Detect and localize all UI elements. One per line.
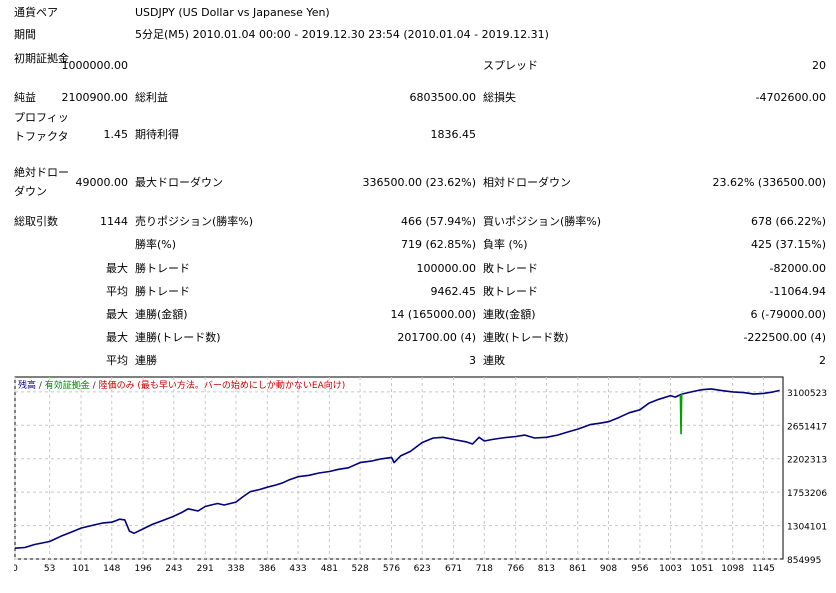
x-tick-label: 1051 (690, 564, 713, 574)
x-tick-label: 766 (507, 564, 524, 574)
max-consec-loss-value: 6 (-79000.00) (750, 308, 826, 321)
x-tick-label: 861 (569, 564, 586, 574)
short-positions-value: 466 (57.94%) (400, 215, 476, 228)
abs-drawdown-label: 絶対ドローダウン (14, 166, 69, 198)
max-consec-label: 最大 (106, 308, 128, 321)
x-tick-label: 813 (538, 564, 555, 574)
period-label: 期間 (14, 28, 36, 41)
initial-deposit-label: 初期証拠金 (14, 52, 69, 65)
gross-loss-value: -4702600.00 (755, 91, 826, 104)
x-tick-label: 291 (197, 564, 214, 574)
y-tick-label: 1753206 (787, 489, 827, 499)
y-tick-label: 854995 (787, 556, 821, 566)
rel-drawdown-value: 23.62% (336500.00) (712, 176, 826, 189)
max-consec-win-label: 連勝(金額) (135, 308, 188, 321)
max-drawdown-value: 336500.00 (23.62%) (362, 176, 476, 189)
max-consec-profit-loss-value: -222500.00 (4) (743, 331, 826, 344)
net-profit-value: 2100900.00 (61, 91, 128, 104)
initial-deposit-value: 1000000.00 (61, 59, 128, 72)
chart-legend: 残高 / 有効証拠金 / 陸価のみ (最も早い方法。バーの始めにしか動かないEA… (18, 381, 346, 391)
x-tick-label: 908 (600, 564, 617, 574)
total-trades-label: 総取引数 (14, 215, 58, 228)
x-tick-label: 338 (227, 564, 244, 574)
largest-loss-value: -82000.00 (769, 262, 826, 275)
legend-equity: 有効証拠金 (44, 381, 90, 391)
largest-win-label: 勝トレード (135, 262, 190, 275)
max-consec-profit-loss-label: 連敗(トレード数) (483, 331, 569, 344)
y-tick-label: 3100523 (787, 389, 827, 399)
max-consec-win-value: 14 (165000.00) (390, 308, 476, 321)
x-tick-label: 53 (44, 564, 55, 574)
largest-loss-label: 敗トレード (483, 262, 538, 275)
x-tick-label: 718 (476, 564, 493, 574)
loss-rate-value: 425 (37.15%) (750, 238, 826, 251)
largest-label: 最大 (106, 262, 128, 275)
gross-loss-label: 総損失 (483, 91, 516, 104)
spread-label: スプレッド (483, 59, 538, 72)
x-tick-label: 671 (445, 564, 462, 574)
legend-model-note: 陸価のみ (最も早い方法。バーの始めにしか動かないEA向け) (98, 381, 346, 391)
x-tick-label: 1145 (752, 564, 775, 574)
balance-line (14, 388, 780, 549)
y-tick-label: 2202313 (787, 456, 827, 466)
x-tick-label: 243 (165, 564, 182, 574)
symbol-value: USDJPY (US Dollar vs Japanese Yen) (135, 6, 330, 19)
net-profit-label: 純益 (14, 91, 36, 104)
gross-profit-label: 総利益 (135, 91, 168, 104)
balance-chart: 3100523 2651417 2202313 1753206 1304101 85499… (14, 376, 834, 591)
max-consec-loss-label: 連敗(金額) (483, 308, 536, 321)
rel-drawdown-label: 相対ドローダウン (483, 176, 571, 189)
legend-balance: 残高 (18, 381, 37, 391)
x-tick-label: 148 (103, 564, 120, 574)
average-loss-label: 敗トレード (483, 285, 538, 298)
x-tick-label: 0 (14, 564, 18, 574)
avg-consec-win-label: 連勝 (135, 354, 157, 367)
x-tick-label: 576 (383, 564, 400, 574)
x-tick-label: 481 (321, 564, 338, 574)
long-positions-label: 買いポジション(勝率%) (483, 215, 602, 228)
expected-payoff-label: 期待利得 (135, 128, 179, 141)
x-tick-label: 196 (135, 564, 152, 574)
y-tick-label: 1304101 (787, 523, 827, 533)
avg-consec-label: 平均 (106, 354, 128, 367)
average-win-label: 勝トレード (135, 285, 190, 298)
x-tick-label: 101 (72, 564, 89, 574)
x-tick-label: 1098 (721, 564, 744, 574)
largest-win-value: 100000.00 (416, 262, 477, 275)
profit-factor-value: 1.45 (103, 128, 129, 141)
abs-drawdown-value: 49000.00 (75, 176, 129, 189)
y-tick-label: 2651417 (787, 422, 827, 432)
loss-rate-label: 負率 (%) (483, 238, 528, 251)
max-consec-profit-label: 最大 (106, 331, 128, 344)
x-tick-label: 623 (414, 564, 431, 574)
average-loss-value: -11064.94 (769, 285, 826, 298)
report-summary: 通貨ペア USDJPY (US Dollar vs Japanese Yen) … (14, 6, 826, 367)
long-positions-value: 678 (66.22%) (750, 215, 826, 228)
x-tick-label: 433 (289, 564, 306, 574)
gross-profit-value: 6803500.00 (409, 91, 476, 104)
avg-consec-loss-value: 2 (819, 354, 826, 367)
average-label: 平均 (106, 285, 128, 298)
avg-consec-loss-label: 連敗 (483, 354, 505, 367)
max-consec-profit-win-value: 201700.00 (4) (397, 331, 476, 344)
x-tick-label: 956 (631, 564, 648, 574)
symbol-label: 通貨ペア (14, 6, 58, 19)
x-tick-label: 528 (352, 564, 369, 574)
x-tick-label: 386 (259, 564, 276, 574)
max-consec-profit-win-label: 連勝(トレード数) (135, 331, 221, 344)
equity-line (679, 393, 683, 435)
win-rate-value: 719 (62.85%) (400, 238, 476, 251)
win-rate-label: 勝率(%) (135, 238, 177, 251)
period-value: 5分足(M5) 2010.01.04 00:00 - 2019.12.30 23… (135, 28, 549, 41)
average-win-value: 9462.45 (430, 285, 477, 298)
expected-payoff-value: 1836.45 (430, 128, 477, 141)
short-positions-label: 売りポジション(勝率%) (135, 215, 254, 228)
x-tick-label: 1003 (659, 564, 682, 574)
profit-factor-label: プロフィットファクタ (14, 111, 69, 143)
total-trades-value: 1144 (100, 215, 128, 228)
max-drawdown-label: 最大ドローダウン (135, 176, 223, 189)
avg-consec-win-value: 3 (469, 354, 476, 367)
chart-canvas: 3100523 2651417 2202313 1753206 1304101 85499… (14, 376, 827, 574)
spread-value: 20 (812, 59, 826, 72)
